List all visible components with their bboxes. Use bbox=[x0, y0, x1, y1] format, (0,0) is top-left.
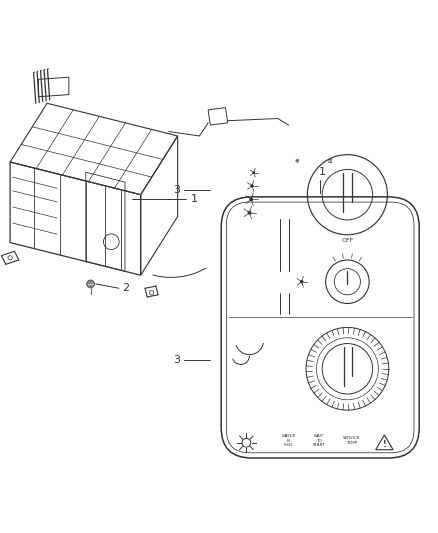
Circle shape bbox=[87, 280, 95, 288]
Text: 1: 1 bbox=[191, 194, 198, 204]
Text: WAIT
TO
START: WAIT TO START bbox=[313, 434, 325, 447]
Text: 2: 2 bbox=[122, 283, 130, 293]
Text: SERVICE
TEMP: SERVICE TEMP bbox=[343, 437, 360, 445]
Text: 3: 3 bbox=[173, 185, 180, 195]
Text: OFF: OFF bbox=[341, 238, 353, 243]
Circle shape bbox=[250, 198, 253, 201]
Circle shape bbox=[248, 211, 251, 214]
Text: ❋: ❋ bbox=[295, 159, 300, 164]
Circle shape bbox=[253, 172, 255, 174]
Text: ⊞: ⊞ bbox=[328, 159, 332, 164]
Circle shape bbox=[300, 280, 304, 284]
Text: !: ! bbox=[382, 440, 386, 449]
Text: WATER
IN
FUEL: WATER IN FUEL bbox=[282, 434, 296, 447]
Text: 3: 3 bbox=[173, 355, 180, 365]
Circle shape bbox=[251, 184, 254, 187]
Text: 1: 1 bbox=[319, 167, 326, 177]
